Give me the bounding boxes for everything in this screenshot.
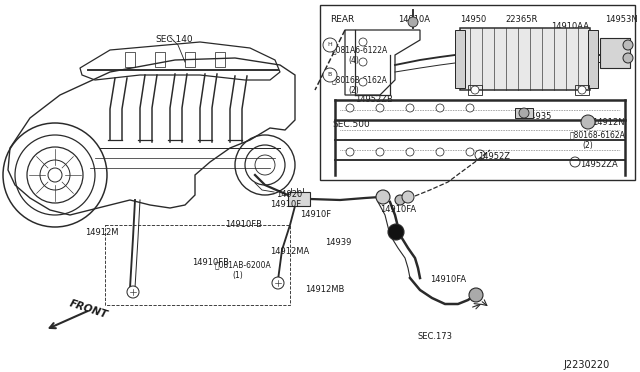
Circle shape [408, 17, 418, 27]
Text: 14910F: 14910F [270, 200, 301, 209]
Bar [288, 192, 310, 206]
Text: 14953P: 14953P [558, 65, 589, 74]
Bar [105, 225, 290, 305]
Text: B: B [328, 73, 332, 77]
Text: 14912M: 14912M [85, 228, 118, 237]
Bar [155, 52, 165, 67]
Text: 14912MB: 14912MB [305, 285, 344, 294]
Text: Ⓞ081A6-6122A: Ⓞ081A6-6122A [332, 45, 388, 54]
Circle shape [359, 38, 367, 46]
Circle shape [346, 148, 354, 156]
Circle shape [359, 78, 367, 86]
Bar [320, 5, 635, 180]
Circle shape [376, 190, 390, 204]
Text: 14950: 14950 [460, 15, 486, 24]
Text: 14935: 14935 [525, 112, 552, 121]
Bar [588, 30, 598, 88]
Text: 14912MA: 14912MA [270, 247, 309, 256]
Text: Ⓞ80168-6162A: Ⓞ80168-6162A [570, 130, 626, 139]
Text: 14910FB: 14910FB [225, 220, 262, 229]
Bar [515, 108, 533, 118]
Circle shape [272, 277, 284, 289]
Circle shape [406, 148, 414, 156]
Text: 14939: 14939 [325, 238, 351, 247]
Bar [185, 52, 195, 67]
Bar [600, 38, 630, 68]
Circle shape [436, 148, 444, 156]
Text: Ⓞ80168-6162A: Ⓞ80168-6162A [332, 75, 388, 84]
Circle shape [376, 104, 384, 112]
Circle shape [623, 53, 633, 63]
Text: Ⓐ081AB-6200A: Ⓐ081AB-6200A [215, 260, 272, 269]
Text: 14912N: 14912N [592, 118, 625, 127]
Text: 14910A: 14910A [398, 15, 430, 24]
Circle shape [466, 104, 474, 112]
Circle shape [346, 104, 354, 112]
Text: 14910FB: 14910FB [192, 258, 229, 267]
Text: 14953N: 14953N [605, 15, 637, 24]
Bar [215, 52, 225, 67]
Circle shape [127, 286, 139, 298]
Text: (2): (2) [582, 141, 593, 150]
Circle shape [519, 108, 529, 118]
Circle shape [578, 86, 586, 94]
Circle shape [466, 148, 474, 156]
Text: 14910FA: 14910FA [380, 205, 416, 214]
Circle shape [469, 288, 483, 302]
Bar [125, 52, 135, 67]
Text: (1): (1) [232, 271, 243, 280]
Circle shape [323, 68, 337, 82]
Text: SEC.140: SEC.140 [155, 35, 193, 44]
Bar [575, 85, 589, 95]
Bar [468, 85, 482, 95]
Text: SEC.500: SEC.500 [332, 120, 370, 129]
Text: FRONT: FRONT [68, 298, 109, 320]
Circle shape [436, 104, 444, 112]
Circle shape [623, 40, 633, 50]
Circle shape [388, 224, 404, 240]
Circle shape [359, 58, 367, 66]
Text: (4): (4) [348, 56, 359, 65]
Bar [460, 28, 590, 90]
Text: 14920: 14920 [276, 190, 302, 199]
Circle shape [406, 104, 414, 112]
Text: H: H [328, 42, 332, 48]
Text: 14910AA: 14910AA [551, 22, 589, 31]
Text: 14952ZA: 14952ZA [580, 160, 618, 169]
Text: 14910F: 14910F [300, 210, 331, 219]
Text: SEC.173: SEC.173 [418, 332, 453, 341]
Text: 14910FA: 14910FA [430, 275, 466, 284]
Bar [455, 30, 465, 88]
Circle shape [376, 148, 384, 156]
Circle shape [323, 38, 337, 52]
Circle shape [395, 195, 405, 205]
Text: J2230220: J2230220 [564, 360, 610, 370]
Circle shape [471, 86, 479, 94]
Text: 22365R: 22365R [505, 15, 538, 24]
Text: 14952Z: 14952Z [478, 152, 510, 161]
Text: (2): (2) [348, 86, 359, 95]
Circle shape [402, 191, 414, 203]
Text: 14952ZB: 14952ZB [355, 95, 393, 104]
Circle shape [581, 115, 595, 129]
Text: REAR: REAR [330, 15, 355, 24]
